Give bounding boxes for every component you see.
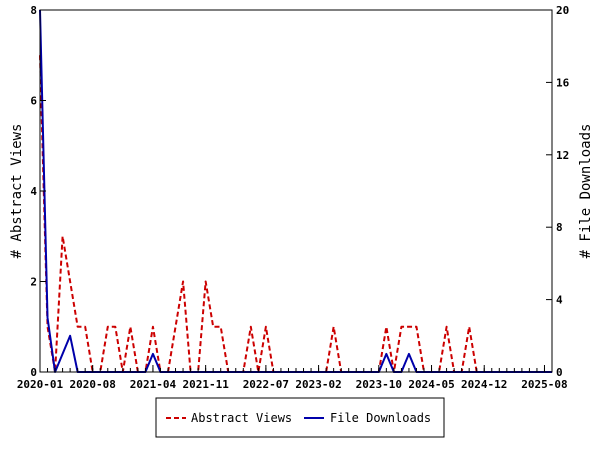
y2-tick-label: 12 — [556, 149, 569, 162]
y-tick-label: 2 — [30, 276, 37, 289]
x-tick-label: 2025-08 — [521, 378, 567, 391]
y-tick-label: 0 — [30, 366, 37, 379]
x-tick-label: 2021-11 — [182, 378, 229, 391]
x-tick-label: 2024-05 — [408, 378, 454, 391]
y2-tick-label: 4 — [556, 294, 563, 307]
legend: Abstract Views File Downloads — [155, 397, 445, 438]
y-tick-label: 6 — [30, 95, 37, 108]
x-tick-label: 2023-02 — [295, 378, 341, 391]
y2-tick-label: 20 — [556, 4, 569, 17]
legend-label-abstract-views: Abstract Views — [191, 411, 292, 425]
legend-box — [155, 397, 445, 438]
x-tick-label: 2022-07 — [243, 378, 289, 391]
x-tick-label: 2023-10 — [356, 378, 402, 391]
series-line-file-downloads — [39, 9, 552, 373]
y-tick-label: 4 — [30, 185, 37, 198]
legend-label-file-downloads: File Downloads — [330, 411, 431, 425]
y2-tick-label: 8 — [556, 221, 563, 234]
x-tick-label: 2024-12 — [461, 378, 507, 391]
series-line-abstract-views — [39, 55, 552, 373]
y2-tick-label: 16 — [556, 76, 570, 89]
y2-tick-label: 0 — [556, 366, 563, 379]
plot-frame — [39, 9, 553, 373]
x-tick-label: 2020-08 — [70, 378, 116, 391]
x-tick-label: 2020-01 — [17, 378, 64, 391]
y-axis-label: # Abstract Views — [9, 124, 25, 259]
y2-axis-label: # File Downloads — [578, 124, 594, 259]
x-tick-label: 2021-04 — [130, 378, 177, 391]
y-tick-label: 8 — [30, 4, 37, 17]
